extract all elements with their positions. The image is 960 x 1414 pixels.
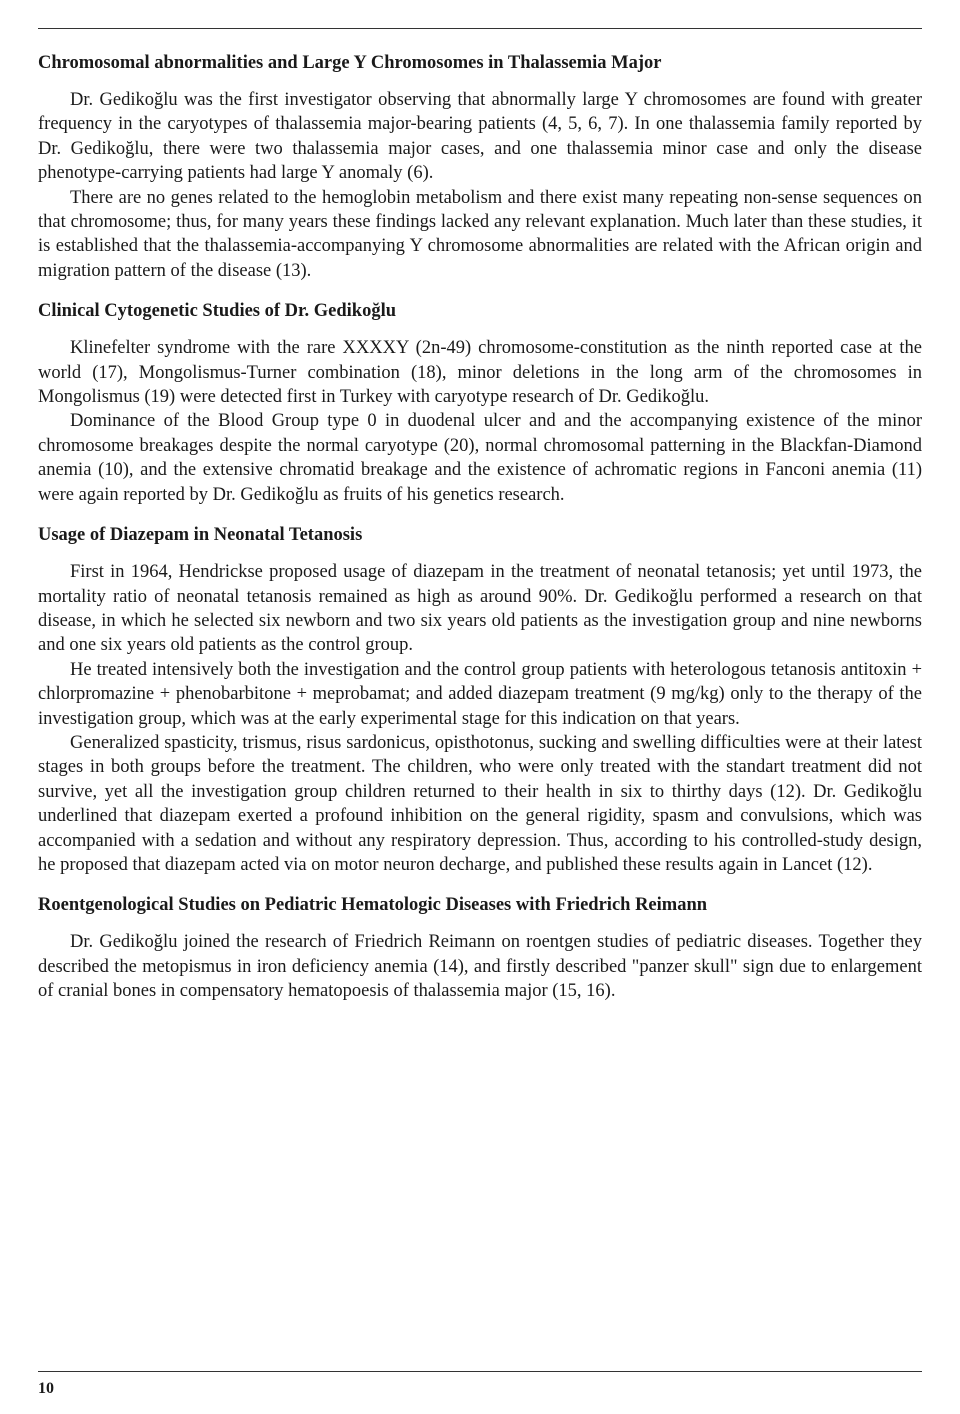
bottom-horizontal-rule — [38, 1371, 922, 1372]
paragraph: There are no genes related to the hemogl… — [38, 186, 922, 284]
section-heading-2: Clinical Cytogenetic Studies of Dr. Gedi… — [38, 301, 922, 322]
paragraph: Dr. Gedikoğlu joined the research of Fri… — [38, 930, 922, 1003]
page-number: 10 — [38, 1380, 54, 1398]
paragraph: Klinefelter syndrome with the rare XXXXY… — [38, 336, 922, 409]
section-heading-1: Chromosomal abnormalities and Large Y Ch… — [38, 53, 922, 74]
section-2-body: Klinefelter syndrome with the rare XXXXY… — [38, 336, 922, 507]
top-horizontal-rule — [38, 28, 922, 29]
paragraph: First in 1964, Hendrickse proposed usage… — [38, 560, 922, 658]
section-heading-4: Roentgenological Studies on Pediatric He… — [38, 895, 922, 916]
section-1-body: Dr. Gedikoğlu was the first investigator… — [38, 88, 922, 283]
section-heading-3: Usage of Diazepam in Neonatal Tetanosis — [38, 525, 922, 546]
paragraph: Generalized spasticity, trismus, risus s… — [38, 731, 922, 877]
paragraph: He treated intensively both the investig… — [38, 658, 922, 731]
section-4-body: Dr. Gedikoğlu joined the research of Fri… — [38, 930, 922, 1003]
paragraph: Dominance of the Blood Group type 0 in d… — [38, 409, 922, 507]
paragraph: Dr. Gedikoğlu was the first investigator… — [38, 88, 922, 186]
section-3-body: First in 1964, Hendrickse proposed usage… — [38, 560, 922, 877]
